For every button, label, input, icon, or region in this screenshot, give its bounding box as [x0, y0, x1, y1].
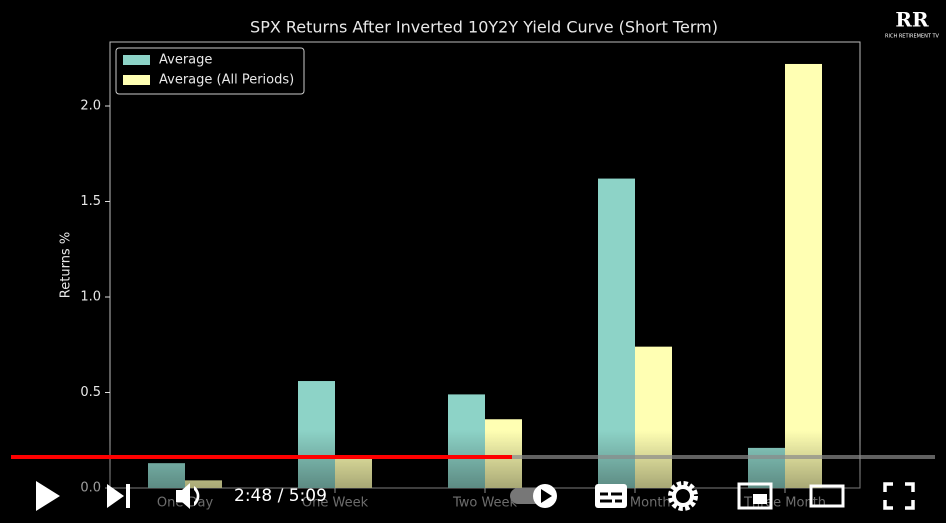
y-axis-label: Returns %	[59, 232, 74, 298]
player-controls: 2:48 / 5:09	[11, 455, 935, 511]
legend-label: Average	[159, 53, 212, 68]
logo-mark: RR	[895, 8, 929, 32]
legend-box	[115, 47, 305, 95]
theater-button[interactable]	[809, 484, 845, 508]
controls-shade	[0, 430, 946, 523]
chart-title: SPX Returns After Inverted 10Y2Y Yield C…	[250, 18, 718, 37]
y-tick-label: 2.0	[80, 98, 101, 113]
legend-swatch	[123, 55, 150, 65]
y-tick-label: 0.5	[80, 385, 101, 400]
settings-button[interactable]	[668, 481, 698, 511]
legend-swatch	[123, 75, 150, 85]
logo-text: RICH RETIREMENT TV	[885, 34, 939, 40]
progress-played	[11, 455, 512, 459]
volume-button[interactable]	[176, 483, 200, 509]
y-tick-label: 1.5	[80, 194, 101, 209]
settings-ring	[672, 485, 694, 507]
autoplay-icon	[541, 489, 552, 503]
play-button[interactable]	[36, 481, 60, 511]
fullscreen-button[interactable]	[883, 482, 915, 510]
legend-label: Average (All Periods)	[159, 73, 294, 88]
subtitles-icon	[600, 492, 622, 503]
bar	[785, 63, 822, 489]
y-tick-label: 1.0	[80, 289, 101, 304]
time-display: 2:48 / 5:09	[234, 486, 327, 506]
next-button[interactable]	[107, 484, 130, 508]
miniplayer-icon	[753, 494, 767, 504]
subtitles-button[interactable]	[595, 484, 627, 508]
logo: RR RICH RETIREMENT TV	[885, 8, 939, 40]
miniplayer-button[interactable]	[737, 482, 773, 510]
